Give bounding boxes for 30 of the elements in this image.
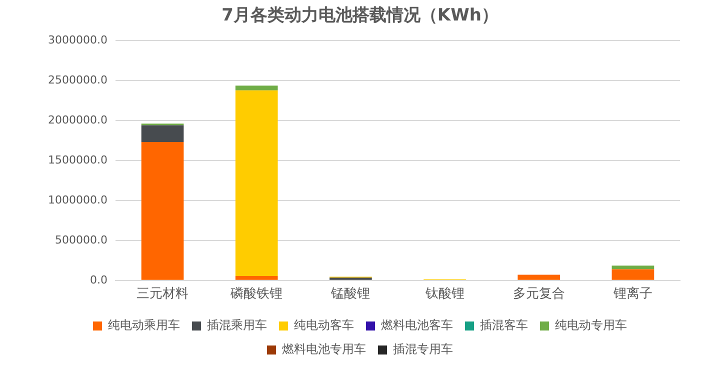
legend-label: 燃料电池客车	[381, 318, 453, 332]
legend-label: 纯电动客车	[294, 318, 354, 332]
chart-title: 7月各类动力电池搭载情况（KWh）	[222, 6, 498, 26]
legend-label: 插混乘用车	[207, 318, 267, 332]
bar	[235, 90, 278, 276]
y-tick-label: 3000000.0	[48, 33, 108, 46]
bar	[235, 276, 278, 280]
bar	[235, 86, 278, 90]
bar	[518, 274, 560, 280]
legend-label: 纯电动专用车	[555, 318, 627, 332]
legend-label: 纯电动乘用车	[108, 318, 180, 332]
bar	[141, 125, 184, 142]
x-tick-label: 锂离子	[612, 286, 652, 302]
bar	[612, 266, 654, 270]
bar	[141, 142, 184, 280]
legend-label: 插混客车	[480, 318, 528, 332]
x-tick-label: 锰酸锂	[330, 286, 370, 302]
y-tick-label: 500000.0	[54, 233, 108, 246]
y-tick-label: 1500000.0	[48, 153, 108, 166]
x-tick-label: 钛酸锂	[424, 286, 464, 302]
y-tick-label: 0.0	[90, 273, 108, 286]
legend-label: 燃料电池专用车	[282, 342, 366, 356]
y-tick-label: 2000000.0	[48, 113, 108, 126]
y-tick-label: 1000000.0	[48, 193, 108, 206]
bar	[612, 269, 654, 280]
y-tick-label: 2500000.0	[48, 73, 108, 86]
x-tick-label: 磷酸铁锂	[230, 286, 283, 302]
legend-label: 插混专用车	[393, 342, 453, 356]
x-tick-label: 多元复合	[512, 286, 565, 302]
x-tick-label: 三元材料	[136, 286, 189, 302]
